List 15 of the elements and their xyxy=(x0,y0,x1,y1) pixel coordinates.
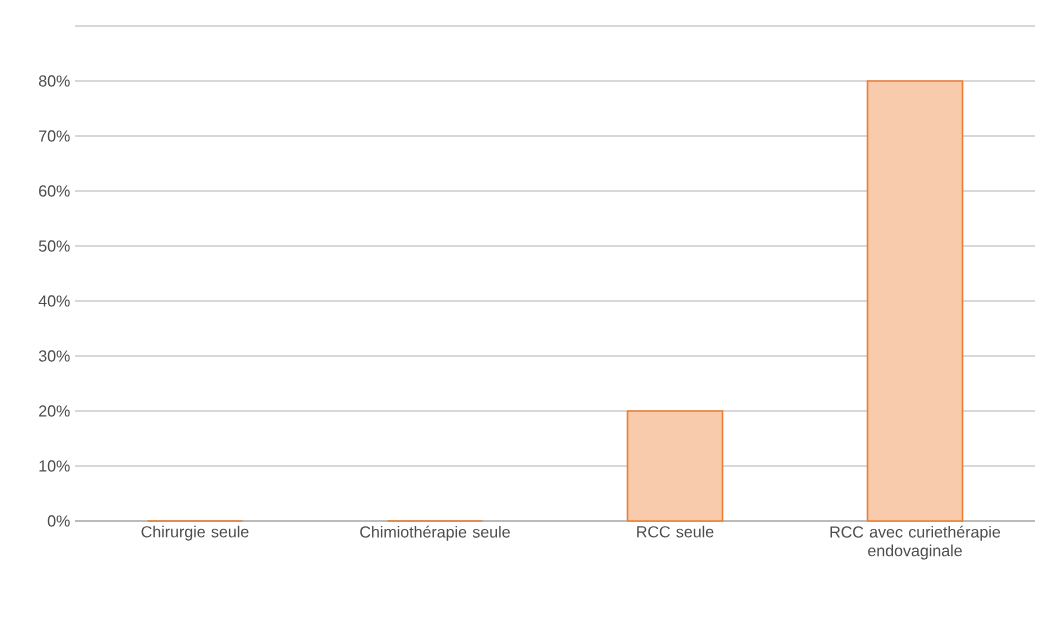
y-tick-label: 70% xyxy=(39,130,70,142)
y-tick-label: 10% xyxy=(39,460,70,472)
y-tick-label: 20% xyxy=(39,405,70,417)
y-tick-label: 30% xyxy=(38,350,70,362)
x-tick-label: Chimiothérapie seule xyxy=(360,525,510,541)
bar xyxy=(866,80,964,522)
y-tick-label: 80% xyxy=(38,75,70,87)
y-tick-label: 40% xyxy=(38,295,70,307)
x-tick-label: RCC avec curiethérapie endovaginale xyxy=(830,525,1001,560)
bar xyxy=(626,410,724,522)
y-tick-label: 0% xyxy=(47,515,70,527)
x-tick-label: Chirurgie seule xyxy=(141,525,249,541)
y-tick-label: 50% xyxy=(38,240,70,252)
y-tick-label: 60% xyxy=(39,185,70,197)
x-tick-label: RCC seule xyxy=(637,525,714,538)
